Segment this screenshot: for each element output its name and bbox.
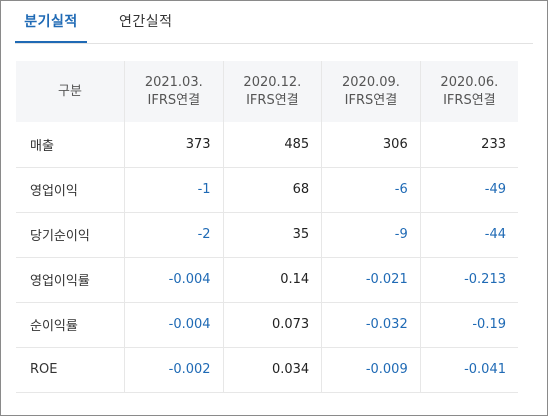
column-period: 2021.03. (144, 74, 203, 90)
table-cell: -0.021 (321, 256, 421, 302)
column-basis: IFRS연결 (443, 92, 496, 108)
row-label: 매출 (16, 122, 125, 167)
table-cell: 306 (321, 122, 421, 167)
table-row: 매출 373 485 306 233 (16, 122, 518, 167)
table-cell: 0.073 (223, 301, 323, 347)
table-header-row: 구분 2021.03. IFRS연결 2020.12. IFRS연결 2020.… (16, 61, 518, 122)
table-row: 영업이익률 -0.004 0.14 -0.021 -0.213 (16, 256, 518, 302)
table-cell: -2 (124, 211, 224, 257)
table-cell: -0.213 (420, 256, 518, 302)
financials-table: 구분 2021.03. IFRS연결 2020.12. IFRS연결 2020.… (16, 61, 518, 393)
table-cell: -1 (124, 166, 224, 212)
table-cell: -0.19 (420, 301, 518, 347)
table-cell: -0.032 (321, 301, 421, 347)
column-header: 2020.06. IFRS연결 (420, 61, 518, 122)
column-basis: IFRS연결 (246, 92, 299, 108)
table-cell: -0.041 (420, 346, 518, 393)
row-label: 영업이익 (16, 166, 125, 212)
row-label: ROE (16, 346, 125, 393)
header-label: 구분 (16, 61, 125, 122)
row-label: 당기순이익 (16, 211, 125, 257)
table-cell: -49 (420, 166, 518, 212)
column-period: 2020.09. (342, 74, 400, 90)
table-cell: 373 (124, 122, 224, 167)
period-tabs: 분기실적 연간실적 (15, 1, 533, 44)
table-row: ROE -0.002 0.034 -0.009 -0.041 (16, 346, 518, 393)
row-label: 영업이익률 (16, 256, 125, 302)
table-row: 당기순이익 -2 35 -9 -44 (16, 211, 518, 257)
table-cell: 485 (223, 122, 323, 167)
table-cell: -0.004 (124, 301, 224, 347)
table-cell: -6 (321, 166, 421, 212)
column-header: 2021.03. IFRS연결 (124, 61, 224, 122)
row-label: 순이익률 (16, 301, 125, 347)
table-row: 영업이익 -1 68 -6 -49 (16, 166, 518, 212)
table-cell: 233 (481, 136, 506, 152)
column-basis: IFRS연결 (147, 92, 201, 108)
table-cell: 0.034 (223, 346, 323, 393)
table-cell: -44 (420, 211, 518, 257)
column-period: 2020.12. (243, 74, 302, 90)
table-cell: -0.009 (321, 346, 421, 393)
table-row: 순이익률 -0.004 0.073 -0.032 -0.19 (16, 301, 518, 347)
table-cell: 68 (223, 166, 323, 212)
tab-annual[interactable]: 연간실적 (119, 14, 173, 30)
column-basis: IFRS연결 (344, 92, 398, 108)
column-period: 2020.06. (440, 74, 499, 90)
tab-quarterly[interactable]: 분기실적 (15, 11, 87, 43)
table-body: 매출 373 485 306 233 영업이익 -1 68 -6 -49 당기순이익 -2 35 -9 -4… (16, 122, 518, 393)
column-header: 2020.12. IFRS연결 (223, 61, 323, 122)
table-cell: 35 (223, 211, 323, 257)
table-cell: -9 (321, 211, 421, 257)
column-header: 2020.09. IFRS연결 (321, 61, 421, 122)
table-cell: -0.002 (124, 346, 224, 393)
table-cell: -0.004 (124, 256, 224, 302)
table-cell: 0.14 (223, 256, 323, 302)
